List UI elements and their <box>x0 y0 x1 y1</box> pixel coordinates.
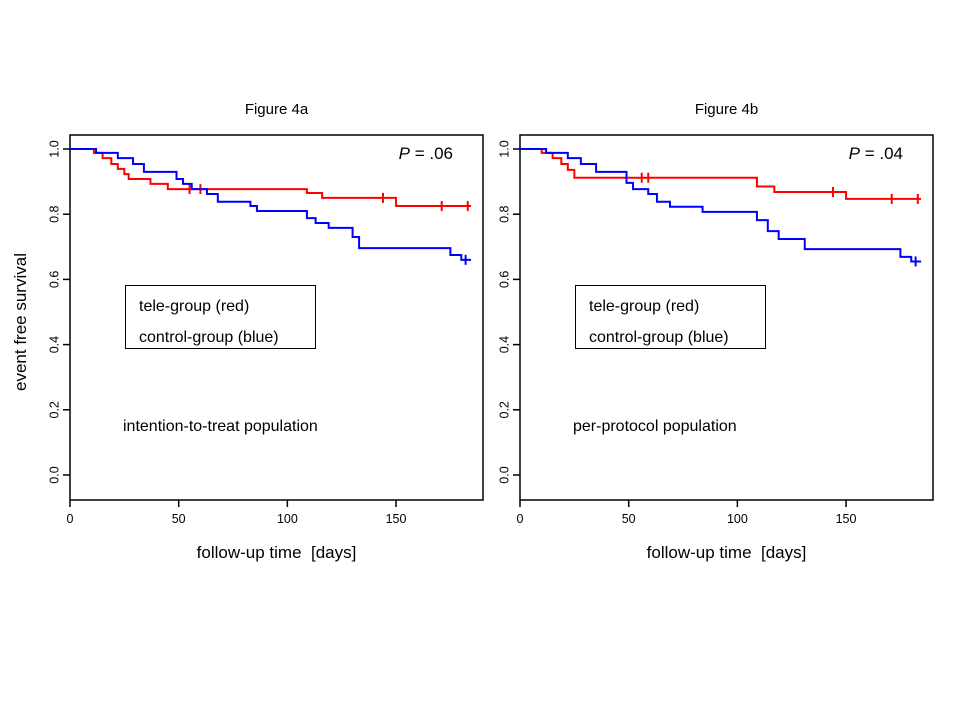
x-tick-label: 100 <box>277 512 298 526</box>
y-tick-label: 0.8 <box>497 205 511 222</box>
legend-entry-tele-group: tele-group (red) <box>589 298 700 315</box>
y-tick-label: 0.0 <box>47 466 61 483</box>
x-tick-label: 50 <box>622 512 636 526</box>
survival-plot-figure-4b: 0 50 100 150 0.0 0.2 0.4 0.6 0.8 1.0 <box>497 134 934 526</box>
x-tick-label: 0 <box>517 512 524 526</box>
legend-entry-tele-group: tele-group (red) <box>139 298 250 315</box>
control-group-curve <box>520 148 922 263</box>
x-tick-label: 150 <box>386 512 407 526</box>
x-tick-label: 50 <box>172 512 186 526</box>
legend-entry-control-group: control-group (blue) <box>139 329 279 346</box>
p-value-text: = .06 <box>409 144 453 163</box>
y-tick-label: 0.4 <box>497 336 511 353</box>
x-axis-title: follow-up time [days] <box>196 543 357 562</box>
panel-figure-4b: Figure 4b P = .04 0 50 100 150 0.0 0.2 0.4 0.6 0… <box>497 101 934 562</box>
survival-plot-figure-4a: 0 50 100 150 0.0 0.2 0.4 0.6 0.8 1.0 <box>47 134 484 526</box>
p-value-text: = .04 <box>859 144 903 163</box>
y-axis-title: event free survival <box>11 253 30 391</box>
p-symbol: P <box>398 144 410 163</box>
panel-figure-4a: Figure 4a P = .06 0 50 100 150 0.0 0.2 0.4 0.6 0… <box>47 101 484 562</box>
p-value-annotation: P = .06 <box>399 144 453 164</box>
legend-entry-control-group: control-group (blue) <box>589 329 729 346</box>
y-tick-label: 0.2 <box>47 401 61 418</box>
p-symbol: P <box>848 144 860 163</box>
population-label: intention-to-treat population <box>123 418 318 435</box>
x-tick-label: 100 <box>727 512 748 526</box>
p-value-annotation: P = .04 <box>849 144 903 164</box>
tele-group-curve <box>70 148 472 208</box>
legend-box: tele-group (red) control-group (blue) <box>575 285 766 349</box>
y-tick-label: 0.6 <box>497 271 511 288</box>
y-tick-label: 0.4 <box>47 336 61 353</box>
y-tick-label: 1.0 <box>497 140 511 157</box>
y-tick-label: 0.2 <box>497 401 511 418</box>
y-tick-label: 0.0 <box>497 466 511 483</box>
plot-frame <box>69 134 484 501</box>
chart-title: Figure 4b <box>694 101 759 118</box>
tele-group-curve <box>520 148 922 200</box>
population-label: per-protocol population <box>573 418 737 435</box>
x-tick-label: 150 <box>836 512 857 526</box>
y-tick-label: 0.6 <box>47 271 61 288</box>
plot-frame <box>519 134 934 501</box>
y-tick-label: 1.0 <box>47 140 61 157</box>
chart-title: Figure 4a <box>244 101 309 118</box>
x-axis-title: follow-up time [days] <box>646 543 807 562</box>
x-tick-label: 0 <box>67 512 74 526</box>
control-group-curve <box>70 148 472 261</box>
y-tick-label: 0.8 <box>47 205 61 222</box>
legend-box: tele-group (red) control-group (blue) <box>125 285 316 349</box>
